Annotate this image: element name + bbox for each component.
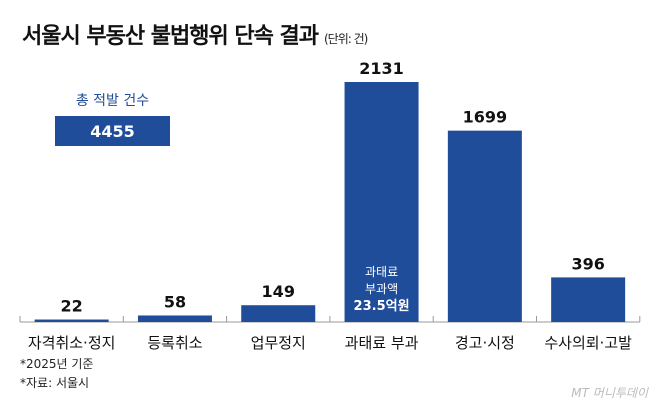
total-value: 4455 [55,116,170,146]
category-label: 자격취소·정지 [28,334,116,352]
bar-annotation: 23.5억원 [354,299,410,314]
category-label: 업무정지 [251,334,306,352]
bar-annotation: 부과액 [365,282,398,296]
category-label: 과태료 부과 [345,334,419,352]
data-label: 22 [61,297,83,316]
total-label: 총 적발 건수 [75,93,150,109]
note-source: *자료: 서울시 [20,376,90,390]
data-label: 58 [164,292,186,311]
bar-annotation: 과태료 [365,265,398,279]
logo: MT 머니투데이 [571,386,648,400]
category-label: 등록취소 [147,334,202,352]
bar [241,305,316,322]
data-label: 1699 [463,108,508,127]
data-label: 149 [262,282,295,301]
bar [344,82,419,322]
bar [137,315,212,322]
category-label: 수사의뢰·고발 [544,334,632,352]
data-label: 2131 [359,59,404,78]
note-basis: *2025년 기준 [20,357,94,371]
data-label: 396 [571,254,604,273]
unit-label: (단위: 건) [324,32,368,46]
chart-title: 서울시 부동산 불법행위 단속 결과 (단위: 건) [22,24,368,49]
bar [551,277,626,322]
bar [34,319,109,322]
bar [447,130,522,322]
category-label: 경고·시정 [455,334,515,352]
